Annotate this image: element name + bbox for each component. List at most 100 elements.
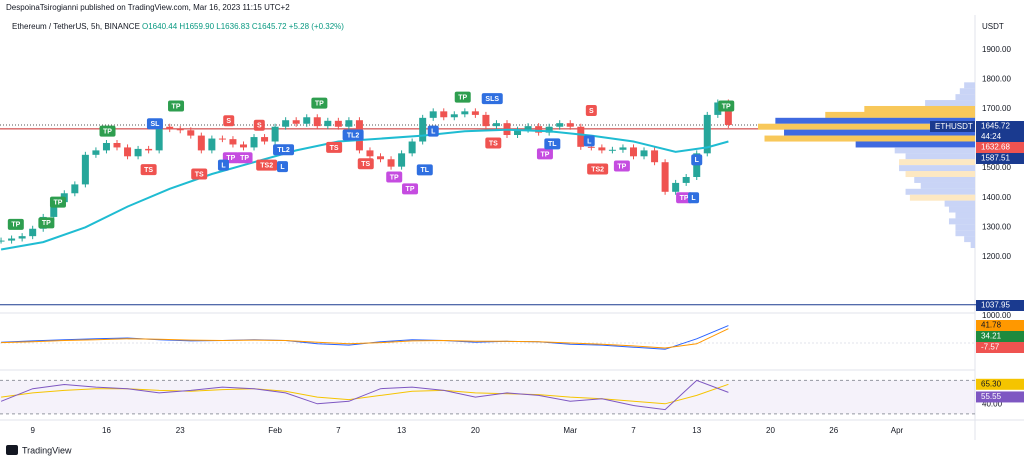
signal-box	[7, 218, 24, 230]
symbol-tag-bg	[930, 121, 975, 132]
signal-label: TP	[240, 155, 249, 162]
signal-box	[427, 125, 439, 137]
signal-box	[140, 164, 157, 176]
y-tick-label: 1200.00	[982, 252, 1011, 261]
profile-bar	[905, 153, 975, 160]
signal-box	[146, 118, 163, 130]
candle	[261, 137, 269, 142]
y-tick-label: 1300.00	[982, 222, 1011, 231]
x-tick-label: Mar	[563, 426, 577, 435]
signal-label: L	[280, 164, 285, 171]
price-label-bg	[976, 153, 1024, 164]
signal-box	[38, 217, 55, 229]
countdown: 44:24	[981, 132, 1002, 141]
profile-bar	[955, 212, 975, 219]
signal-box	[253, 119, 265, 131]
candle	[208, 138, 216, 151]
candle	[271, 126, 279, 142]
candle	[556, 123, 564, 127]
profile-bar	[784, 129, 975, 136]
signal-label: L	[431, 129, 436, 136]
candle	[303, 117, 311, 124]
signal-box	[236, 152, 253, 164]
last-price: 1645.72	[981, 122, 1010, 131]
x-tick-label: 20	[471, 426, 480, 435]
profile-bar	[970, 242, 975, 249]
y-tick-label: 40.00	[982, 400, 1003, 409]
signal-label-bg	[976, 331, 1024, 342]
countdown-bg	[976, 132, 1024, 142]
candle	[197, 135, 205, 151]
candle	[682, 177, 690, 183]
signal-label: TP	[540, 151, 549, 158]
price-label: 1587.51	[981, 154, 1010, 163]
candle	[292, 120, 300, 124]
y-tick-label: 1800.00	[982, 75, 1011, 84]
y-tick-label: 1000.00	[982, 311, 1011, 320]
profile-bar	[964, 82, 975, 89]
signal-box	[536, 148, 553, 160]
candle	[450, 114, 458, 118]
signal-label: SLS	[485, 96, 499, 103]
price-label-bg	[976, 142, 1024, 153]
rsi-label-bg	[976, 391, 1024, 403]
candle	[366, 150, 374, 157]
x-tick-label: 9	[30, 426, 35, 435]
signal-label: TL	[421, 167, 430, 174]
x-tick-label: 16	[102, 426, 111, 435]
signal-label: TS	[144, 167, 153, 174]
signal-box	[168, 100, 185, 112]
candle	[598, 147, 606, 151]
profile-bar	[758, 123, 975, 130]
signal-label: TS	[330, 145, 339, 152]
signal-label: S	[257, 123, 262, 130]
rsi-ma-label-bg	[976, 378, 1024, 390]
brand: TradingView	[22, 445, 72, 455]
profile-bar	[959, 88, 975, 95]
x-tick-label: Feb	[268, 426, 282, 435]
signal-box	[311, 97, 328, 109]
candle	[524, 126, 532, 130]
ohlc: O1640.44 H1659.90 L1636.83 C1645.72 +5.2…	[142, 22, 344, 31]
x-tick-label: 26	[829, 426, 838, 435]
candle	[608, 149, 616, 151]
signal-box	[544, 138, 561, 150]
profile-bar	[955, 230, 975, 237]
line	[1, 328, 729, 349]
rsi-label: 55.55	[981, 392, 1002, 401]
signal-label: TS2	[260, 163, 273, 170]
candle	[440, 111, 448, 118]
candle	[672, 182, 680, 192]
candle	[387, 159, 395, 167]
profile-bar	[925, 100, 975, 107]
signal-label: TP	[172, 103, 181, 110]
candle	[71, 184, 79, 194]
x-tick-label: 20	[766, 426, 775, 435]
signal-label: L	[695, 157, 700, 164]
signal-box	[276, 161, 288, 173]
last-price-bg	[976, 121, 1024, 132]
profile-bar	[905, 171, 975, 178]
alert-label-bg	[976, 300, 1024, 311]
candle	[0, 240, 5, 242]
publisher: DespoinaTsirogianni published on Trading…	[6, 3, 290, 12]
profile-bar	[899, 159, 975, 166]
signal-label: TS	[195, 171, 204, 178]
candle	[282, 120, 290, 127]
signal-label: TP	[406, 186, 415, 193]
candle	[714, 102, 722, 115]
signal-label: TP	[226, 155, 235, 162]
signal-label: TS	[489, 140, 498, 147]
candle	[187, 130, 195, 136]
profile-bar	[909, 194, 975, 201]
profile-bar	[855, 141, 975, 148]
candle	[102, 142, 110, 151]
candle	[155, 126, 163, 151]
signal-label: TP	[722, 103, 731, 110]
candle	[324, 120, 332, 127]
signal-box	[587, 163, 609, 175]
signal-box	[49, 196, 66, 208]
